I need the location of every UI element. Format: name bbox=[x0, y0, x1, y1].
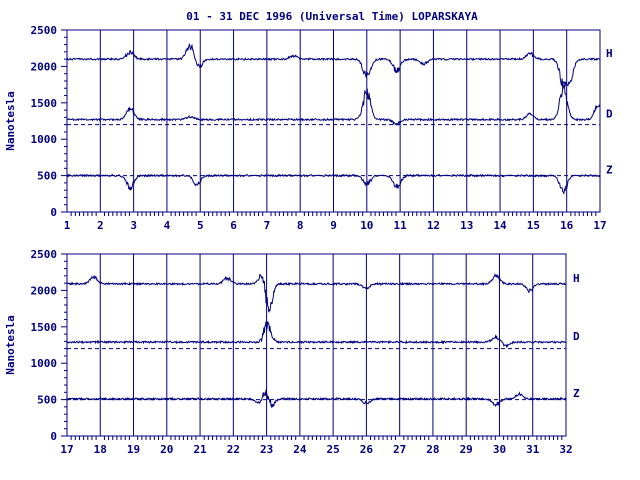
x-tick-label: 10 bbox=[360, 219, 373, 232]
series-label-z: Z bbox=[606, 164, 613, 177]
x-tick-label: 17 bbox=[593, 219, 606, 232]
panel-days-17-32: 17 18 19 20 21 22 23 24 25 26 27 28 29 30 31 32 0 500 1000… bbox=[4, 248, 580, 456]
x-tick-label: 15 bbox=[527, 219, 540, 232]
x-tick-label: 19 bbox=[127, 443, 140, 456]
x-tick-label: 2 bbox=[97, 219, 104, 232]
series-label-h: H bbox=[573, 272, 580, 285]
x-tick-label: 14 bbox=[493, 219, 507, 232]
series-label-z: Z bbox=[573, 387, 580, 400]
x-tick-label: 29 bbox=[460, 443, 473, 456]
y-tick-label: 0 bbox=[50, 206, 57, 219]
x-tick-label: 21 bbox=[193, 443, 207, 456]
panel-days-1-17: 1 2 3 4 5 6 7 8 9 10 11 12 13 14 15 16 17050010001500200… bbox=[4, 24, 613, 232]
x-tick-label: 31 bbox=[526, 443, 540, 456]
x-tick-label: 23 bbox=[260, 443, 273, 456]
trace-h bbox=[66, 273, 567, 313]
y-tick-label: 1500 bbox=[31, 321, 58, 334]
x-tick-label: 16 bbox=[560, 219, 574, 232]
series-label-h: H bbox=[606, 47, 613, 60]
x-tick-label: 7 bbox=[264, 219, 271, 232]
series-label-d: D bbox=[606, 108, 613, 121]
y-tick-label: 2000 bbox=[31, 284, 58, 297]
x-tick-label: 5 bbox=[197, 219, 204, 232]
x-tick-label: 17 bbox=[60, 443, 73, 456]
trace-d bbox=[66, 83, 601, 126]
y-tick-label: 500 bbox=[37, 170, 57, 183]
x-tick-label: 32 bbox=[559, 443, 572, 456]
x-tick-label: 18 bbox=[94, 443, 107, 456]
x-tick-label: 4 bbox=[164, 219, 171, 232]
y-tick-label: 2500 bbox=[31, 24, 58, 37]
x-tick-label: 25 bbox=[327, 443, 340, 456]
y-tick-label: 500 bbox=[37, 394, 57, 407]
x-tick-label: 12 bbox=[427, 219, 440, 232]
chart-title: 01 - 31 DEC 1996 (Universal Time) LOPARS… bbox=[186, 10, 478, 23]
x-tick-label: 24 bbox=[293, 443, 307, 456]
x-tick-label: 8 bbox=[297, 219, 304, 232]
y-tick-label: 1500 bbox=[31, 97, 58, 110]
y-tick-label: 0 bbox=[50, 430, 57, 443]
x-tick-label: 13 bbox=[460, 219, 473, 232]
x-tick-label: 22 bbox=[227, 443, 240, 456]
trace-h bbox=[67, 43, 601, 88]
x-tick-label: 27 bbox=[393, 443, 406, 456]
y-axis-label: Nanotesla bbox=[4, 315, 17, 375]
trace-d bbox=[66, 321, 567, 349]
x-tick-label: 30 bbox=[493, 443, 506, 456]
y-tick-label: 1000 bbox=[31, 133, 58, 146]
y-tick-label: 2000 bbox=[31, 60, 58, 73]
x-tick-label: 28 bbox=[426, 443, 439, 456]
y-tick-label: 2500 bbox=[31, 248, 58, 261]
y-axis-label: Nanotesla bbox=[4, 91, 17, 151]
x-tick-label: 26 bbox=[360, 443, 374, 456]
series-label-d: D bbox=[573, 330, 580, 343]
x-tick-label: 20 bbox=[160, 443, 173, 456]
trace-z bbox=[66, 173, 601, 195]
x-tick-label: 11 bbox=[394, 219, 408, 232]
x-tick-label: 3 bbox=[130, 219, 137, 232]
x-tick-label: 9 bbox=[330, 219, 337, 232]
x-tick-label: 1 bbox=[64, 219, 71, 232]
x-tick-label: 6 bbox=[230, 219, 237, 232]
trace-z bbox=[66, 389, 567, 409]
y-tick-label: 1000 bbox=[31, 357, 58, 370]
